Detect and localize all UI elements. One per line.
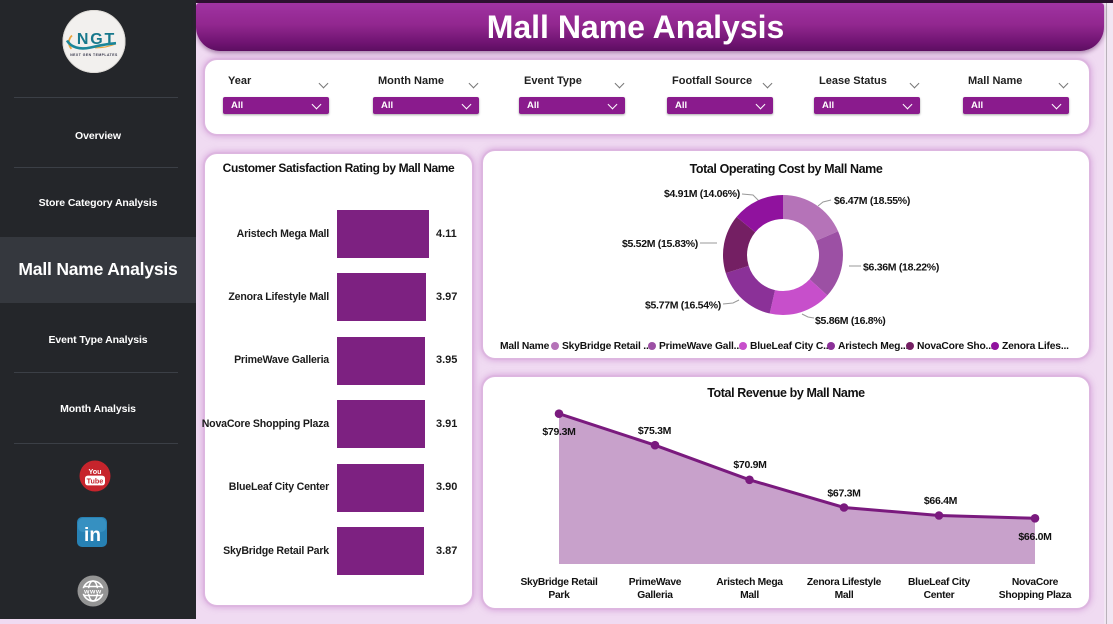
svg-text:$6.47M (18.55%): $6.47M (18.55%) (834, 195, 910, 207)
svg-text:www: www (83, 589, 102, 596)
svg-text:$5.86M (16.8%): $5.86M (16.8%) (815, 315, 886, 327)
svg-text:$79.3M: $79.3M (542, 426, 576, 438)
svg-text:$6.36M (18.22%): $6.36M (18.22%) (863, 262, 939, 274)
svg-text:in: in (84, 525, 101, 546)
svg-text:Aristech Mega: Aristech Mega (716, 577, 783, 588)
svg-text:PrimeWave: PrimeWave (629, 577, 682, 588)
svg-text:You: You (88, 467, 101, 476)
svg-text:NovaCore: NovaCore (1012, 577, 1059, 588)
svg-text:$75.3M: $75.3M (638, 425, 672, 437)
svg-text:$66.0M: $66.0M (1018, 531, 1052, 543)
svg-text:$66.4M: $66.4M (924, 495, 958, 507)
svg-text:Mall: Mall (740, 590, 759, 601)
svg-text:NEXT GEN TEMPLATES: NEXT GEN TEMPLATES (70, 53, 118, 57)
svg-text:BlueLeaf City: BlueLeaf City (908, 577, 970, 588)
svg-text:$70.9M: $70.9M (733, 459, 767, 471)
svg-text:Park: Park (548, 590, 570, 601)
svg-text:$67.3M: $67.3M (827, 488, 861, 500)
svg-text:$5.77M (16.54%): $5.77M (16.54%) (645, 300, 721, 312)
svg-text:$5.52M (15.83%): $5.52M (15.83%) (622, 238, 698, 250)
svg-text:Zenora Lifestyle: Zenora Lifestyle (807, 577, 882, 588)
svg-text:Mall: Mall (835, 590, 854, 601)
svg-text:SkyBridge Retail: SkyBridge Retail (520, 577, 597, 588)
svg-text:Galleria: Galleria (637, 590, 673, 601)
svg-text:$4.91M (14.06%): $4.91M (14.06%) (664, 188, 740, 200)
svg-text:Center: Center (924, 590, 955, 601)
svg-text:Shopping Plaza: Shopping Plaza (999, 590, 1072, 601)
svg-text:Tube: Tube (87, 476, 104, 485)
